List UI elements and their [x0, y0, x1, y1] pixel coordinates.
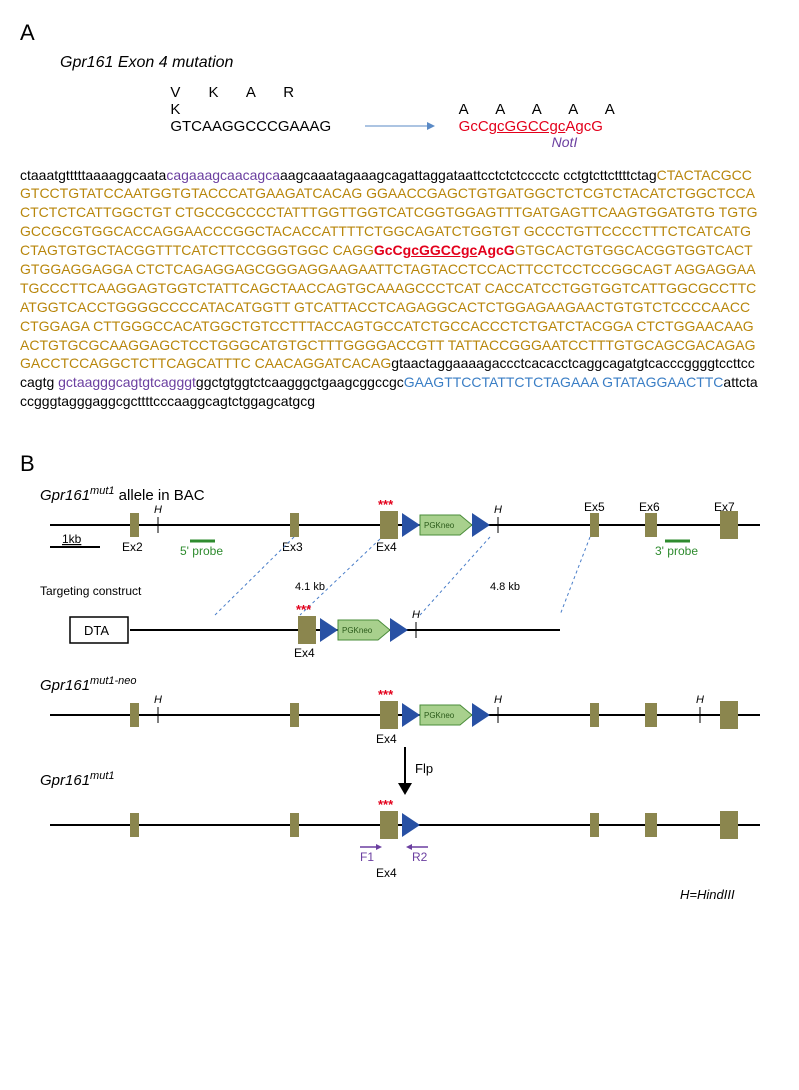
svg-text:R2: R2 — [412, 850, 428, 864]
svg-text:***: *** — [378, 797, 394, 812]
panel-a: A Gpr161 Exon 4 mutation V K A R K A A A… — [20, 20, 779, 411]
svg-text:Ex2: Ex2 — [122, 540, 143, 554]
exon-6 — [645, 513, 657, 537]
svg-text:Ex3: Ex3 — [282, 540, 303, 554]
panel-b: B Gpr161mut1 allele in BAC PGKneo H H — [20, 451, 779, 905]
exon-7 — [720, 511, 738, 539]
svg-text:4.1 kb: 4.1 kb — [295, 581, 325, 593]
svg-text:H: H — [494, 694, 502, 706]
svg-text:DTA: DTA — [84, 623, 109, 638]
svg-text:H: H — [412, 609, 420, 621]
pgk-label: PGKneo — [424, 521, 455, 530]
svg-text:PGKneo: PGKneo — [424, 711, 455, 720]
svg-text:H: H — [154, 694, 162, 706]
svg-text:F1: F1 — [360, 850, 374, 864]
svg-text:Ex4: Ex4 — [376, 540, 397, 554]
svg-text:Ex7: Ex7 — [714, 500, 735, 514]
svg-text:***: *** — [296, 602, 312, 617]
svg-text:1kb: 1kb — [62, 532, 82, 546]
mutation-stars: *** — [378, 497, 394, 512]
svg-text:PGKneo: PGKneo — [342, 626, 373, 635]
bac-allele-label: Gpr161mut1 allele in BAC — [40, 485, 205, 504]
diagram-area: Gpr161mut1 allele in BAC PGKneo H H 5' p… — [40, 485, 780, 905]
panel-a-title: Gpr161 Exon 4 mutation — [60, 54, 779, 72]
svg-text:***: *** — [378, 687, 394, 702]
svg-text:H: H — [696, 694, 704, 706]
aa-mutant: A A A A A — [459, 101, 627, 118]
svg-text:Ex6: Ex6 — [639, 500, 660, 514]
noti-label: NotI — [350, 134, 779, 150]
neo-allele-label: Gpr161mut1-neo — [40, 675, 137, 694]
svg-text:5' probe: 5' probe — [180, 544, 223, 558]
sequence-block: ctaaatgtttttaaaaggcaatacagaaagcaacagcaaa… — [20, 166, 760, 412]
seq-mutant: GcCgcGGCCgcAgcG — [459, 118, 603, 135]
frt-triangle — [472, 513, 490, 537]
svg-text:H: H — [154, 504, 162, 516]
mutation-display: V K A R K A A A A A GTCAAGGCCCGAAAG GcCg… — [20, 84, 779, 150]
svg-text:Ex4: Ex4 — [294, 646, 315, 660]
exon-2 — [130, 513, 139, 537]
aa-original: V K A R K — [170, 84, 340, 118]
svg-text:Flp: Flp — [415, 761, 433, 776]
targeting-ex4 — [298, 616, 316, 644]
svg-text:Ex4: Ex4 — [376, 866, 397, 880]
exon-5 — [590, 513, 599, 537]
final-allele-label: Gpr161mut1 — [40, 770, 115, 789]
frt-triangle — [402, 513, 420, 537]
svg-text:Ex5: Ex5 — [584, 500, 605, 514]
svg-text:H: H — [494, 504, 502, 516]
svg-text:4.8 kb: 4.8 kb — [490, 581, 520, 593]
targeting-label: Targeting construct — [40, 584, 142, 598]
arrow-icon — [365, 119, 435, 136]
svg-text:Ex4: Ex4 — [376, 732, 397, 746]
panel-a-label: A — [20, 20, 779, 46]
panel-b-label: B — [20, 451, 779, 477]
exon-4 — [380, 511, 398, 539]
hindiii-note: H=HindIII — [680, 887, 735, 902]
exon-3 — [290, 513, 299, 537]
svg-text:3' probe: 3' probe — [655, 544, 698, 558]
seq-original: GTCAAGGCCCGAAAG — [170, 118, 340, 135]
